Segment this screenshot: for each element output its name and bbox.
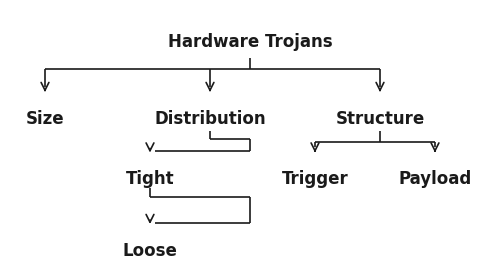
Text: Payload: Payload — [398, 170, 471, 188]
Text: Tight: Tight — [126, 170, 174, 188]
Text: Trigger: Trigger — [282, 170, 348, 188]
Text: Structure: Structure — [336, 110, 424, 128]
Text: Hardware Trojans: Hardware Trojans — [168, 33, 332, 51]
Text: Loose: Loose — [122, 242, 178, 260]
Text: Size: Size — [26, 110, 64, 128]
Text: Distribution: Distribution — [154, 110, 266, 128]
